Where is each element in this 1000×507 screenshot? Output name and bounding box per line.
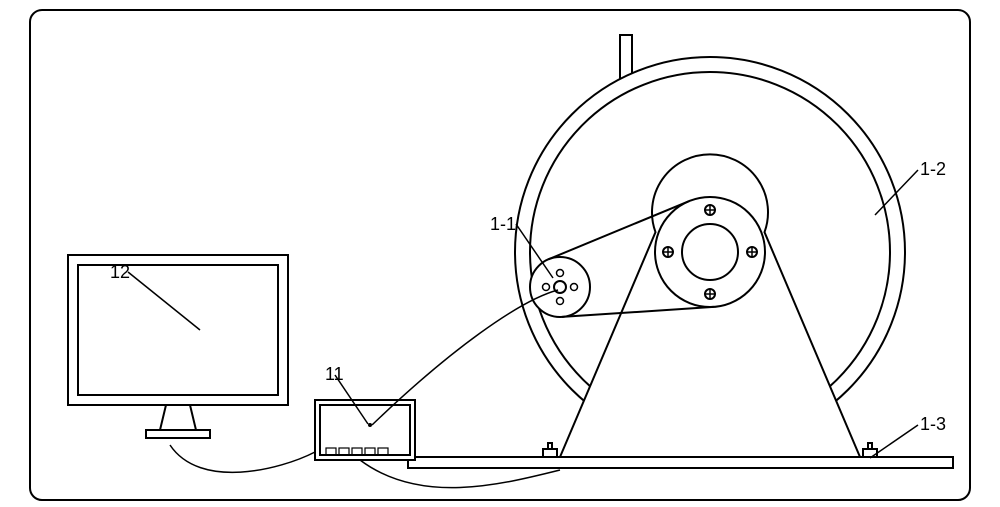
callout-label-1-3: 1-3 (920, 414, 946, 434)
callout-label-1-2: 1-2 (920, 159, 946, 179)
callout-label-1-1: 1-1 (490, 214, 516, 234)
callout-label-12: 12 (110, 262, 130, 282)
callout-label-11: 11 (325, 364, 344, 384)
diagram-canvas: 12 1-1 11 1-2 1-3 (0, 0, 1000, 507)
